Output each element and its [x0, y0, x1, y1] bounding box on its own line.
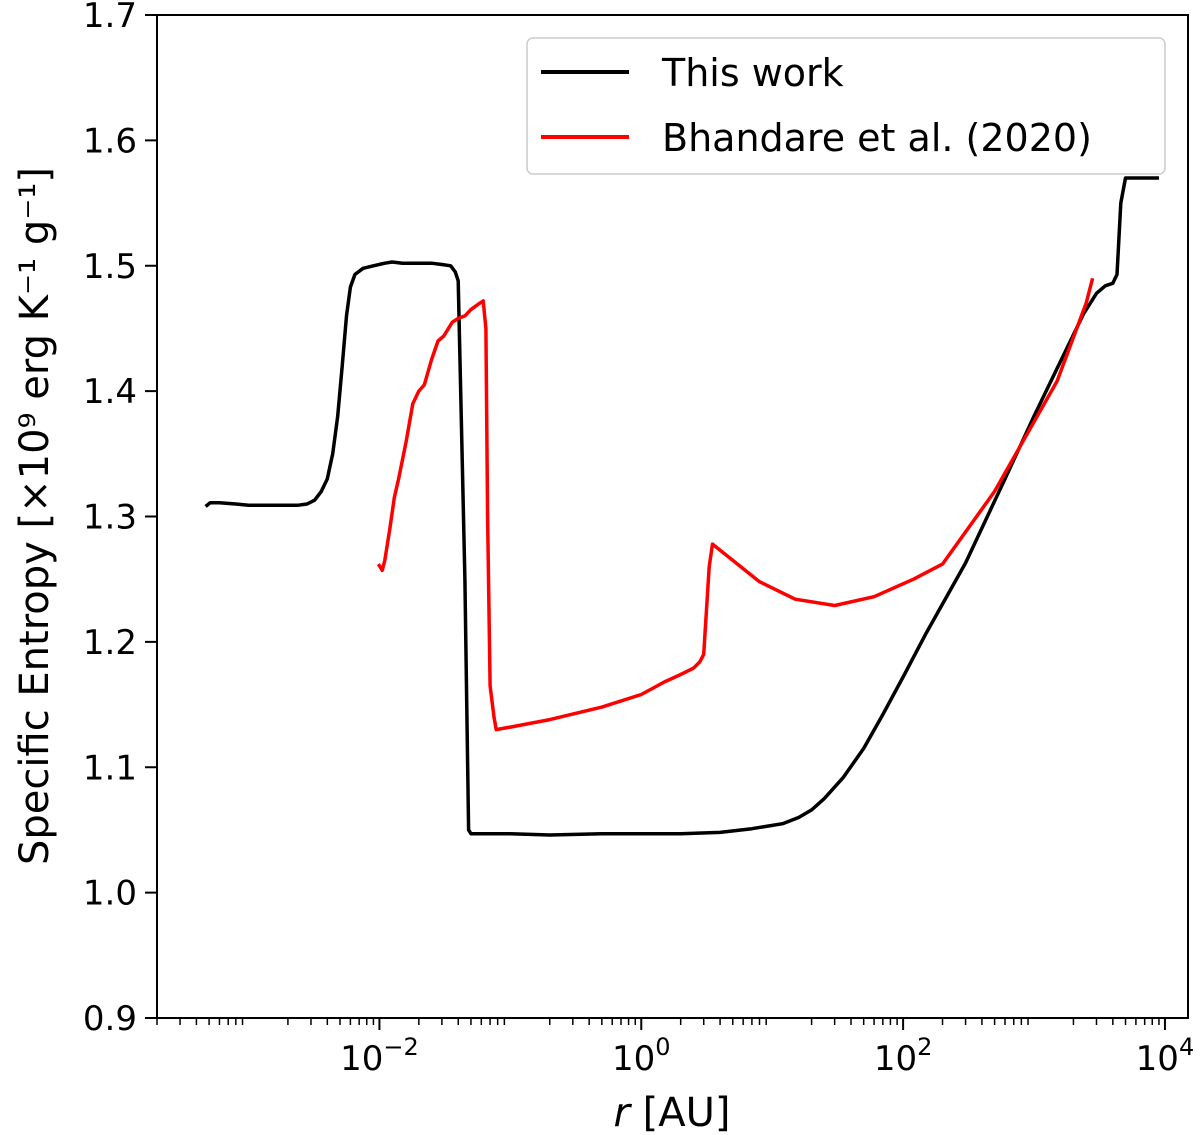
- x-tick-label: 10−2: [340, 1033, 419, 1079]
- x-tick-label: 102: [874, 1033, 933, 1079]
- series-line-bhandare: [376, 277, 1095, 732]
- x-axis-label-italic: r: [613, 1090, 632, 1135]
- legend: This work Bhandare et al. (2020): [526, 37, 1166, 175]
- series-line-this-work: [204, 176, 1159, 837]
- y-tick-label: 1.0: [83, 874, 137, 914]
- x-tick-label: 100: [612, 1033, 671, 1079]
- y-tick-label: 1.7: [83, 0, 137, 36]
- y-tick-label: 1.5: [83, 247, 137, 287]
- x-tick-label: 104: [1136, 1033, 1195, 1079]
- y-tick-label: 0.9: [83, 999, 137, 1039]
- y-tick-label: 1.4: [83, 372, 137, 412]
- series-layer: [204, 176, 1159, 837]
- y-axis-label: Specific Entropy [×10⁹ erg K⁻¹ g⁻¹]: [12, 167, 58, 865]
- y-tick-label: 1.2: [83, 623, 137, 663]
- legend-box: [526, 37, 1166, 175]
- legend-label-this-work: This work: [661, 51, 844, 95]
- x-axis-ticks: 10−2 100 102 104: [156, 1018, 1195, 1079]
- x-axis-label-rest: [AU]: [630, 1090, 731, 1135]
- y-axis-ticks: 0.9 1.0 1.1 1.2 1.3 1.4 1.5 1.6 1.7: [83, 0, 157, 1039]
- x-axis-label: r [AU]: [613, 1090, 730, 1135]
- y-tick-label: 1.6: [83, 121, 137, 161]
- y-tick-label: 1.1: [83, 748, 137, 788]
- y-tick-label: 1.3: [83, 498, 137, 538]
- legend-label-bhandare: Bhandare et al. (2020): [662, 116, 1092, 160]
